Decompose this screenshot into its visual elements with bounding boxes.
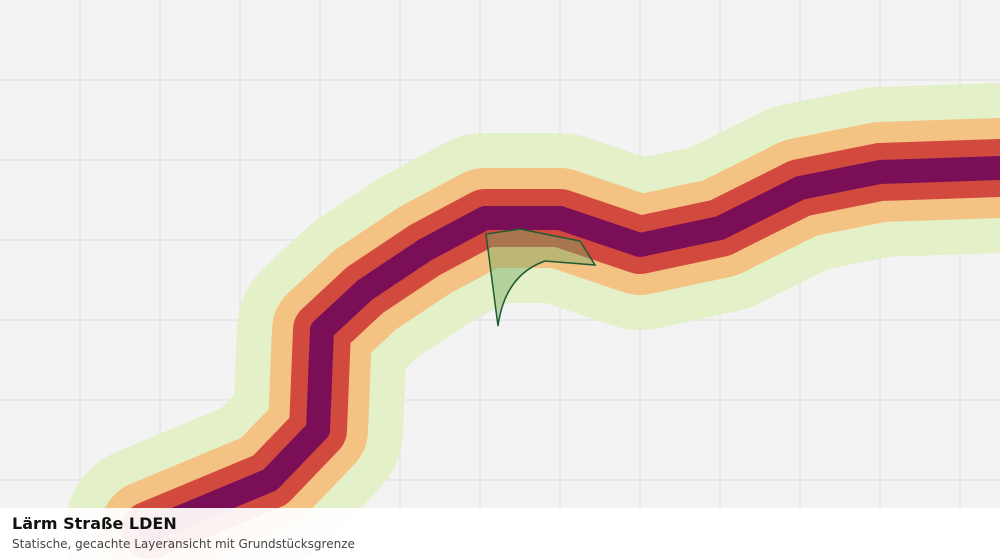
band-purple <box>138 156 1000 542</box>
noise-bands <box>65 83 1000 560</box>
caption-title: Lärm Straße LDEN <box>12 514 177 533</box>
caption-subtitle: Statische, gecachte Layeransicht mit Gru… <box>12 537 355 551</box>
parcel-boundary[interactable] <box>485 228 597 327</box>
caption: Lärm Straße LDEN Statische, gecachte Lay… <box>0 508 1000 560</box>
